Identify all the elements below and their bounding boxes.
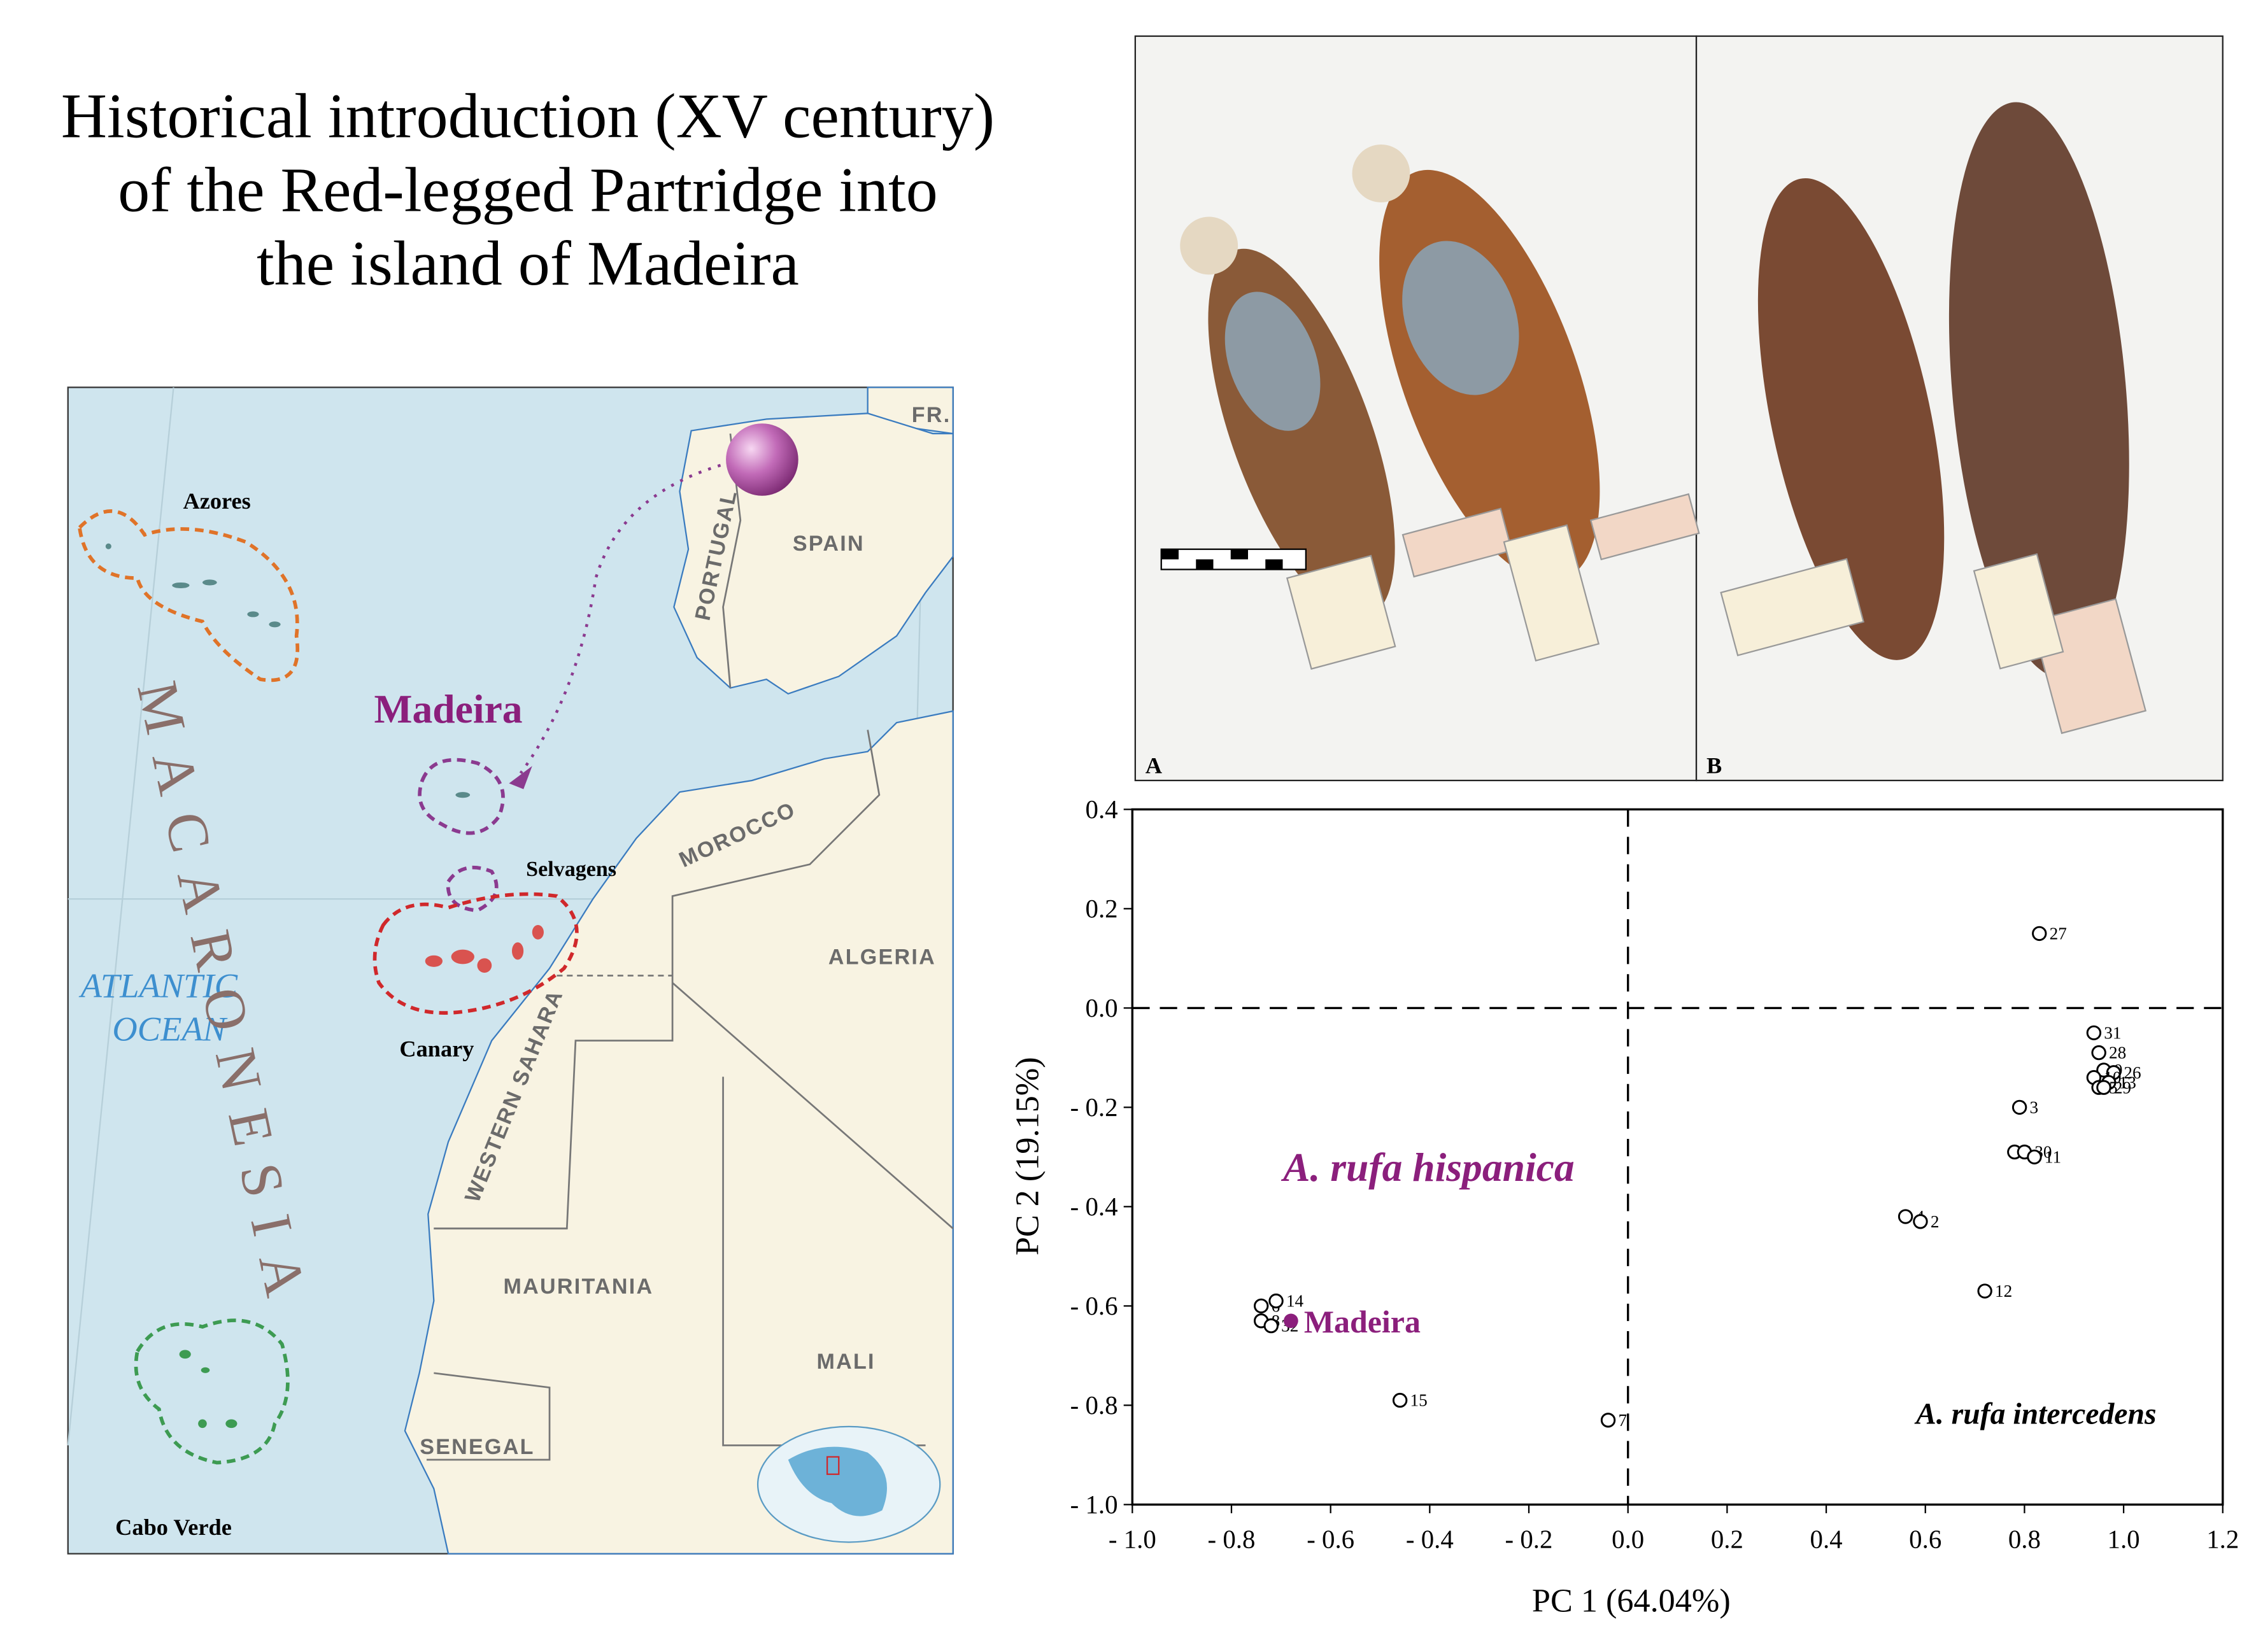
point: [1977, 1283, 1992, 1299]
point: [1392, 1392, 1408, 1408]
x-tick-label: - 0.2: [1505, 1525, 1553, 1554]
map-label: MAURITANIA: [504, 1274, 654, 1299]
point: [1898, 1209, 1913, 1224]
x-tick-label: - 0.6: [1307, 1525, 1354, 1554]
map: Azores FR. SPAIN PORTUGAL Madeira Selvag…: [67, 386, 954, 1555]
map-label: Madeira: [374, 686, 523, 731]
point-label: 7: [1618, 1411, 1627, 1430]
map-label: ATLANTIC: [79, 966, 238, 1005]
point: [1268, 1293, 1284, 1309]
y-tick-label: - 0.4: [1070, 1192, 1118, 1221]
bird: [1948, 102, 2129, 679]
x-tick-label: 1.2: [2206, 1525, 2239, 1554]
x-tick-label: 0.6: [1909, 1525, 1941, 1554]
map-label: Azores: [183, 488, 251, 514]
point: [2096, 1080, 2111, 1095]
point-label: 3: [2030, 1098, 2039, 1117]
land-france: [867, 386, 954, 435]
x-tick-label: - 0.8: [1208, 1525, 1256, 1554]
highlight-label: Madeira: [1304, 1304, 1421, 1339]
scatter-plot: PC 1 (64.04%) PC 2 (19.15%) A. rufa hisp…: [1009, 795, 2239, 1619]
bird: [1224, 292, 1321, 431]
point: [2086, 1025, 2102, 1041]
point-label: 28: [2109, 1043, 2126, 1063]
point-label: 29: [2114, 1078, 2131, 1097]
x-tick-label: 0.0: [1612, 1525, 1644, 1554]
panel-label: A: [1146, 753, 1162, 779]
map-label: FR.: [912, 403, 951, 427]
title: Historical introduction (XV century) of …: [61, 81, 995, 299]
annotation: A. rufa intercedens: [1914, 1397, 2156, 1430]
inset-box: [826, 1456, 840, 1475]
tags: [1286, 524, 2064, 670]
map-label: Selvagens: [526, 858, 616, 881]
route: [519, 461, 731, 774]
bird: [1402, 241, 1519, 395]
origin-marker: [726, 423, 798, 496]
y-tick-label: - 0.6: [1070, 1292, 1118, 1320]
map-label: Cabo Verde: [115, 1514, 232, 1540]
y-tick-label: - 0.8: [1070, 1391, 1118, 1420]
y-tick-label: 0.0: [1086, 994, 1118, 1022]
point-label: 26: [2124, 1063, 2141, 1082]
y-axis-label: PC 2 (19.15%): [1009, 1057, 1046, 1255]
y-tick-label: 0.4: [1086, 795, 1118, 824]
point: [2091, 1045, 2106, 1061]
x-tick-label: 0.4: [1810, 1525, 1843, 1554]
point-label: 14: [1286, 1292, 1304, 1311]
land-africa: [404, 710, 954, 1555]
point-label: 12: [1995, 1281, 2012, 1301]
point: [1263, 1318, 1279, 1334]
map-label: ALGERIA: [828, 945, 936, 969]
plot-frame: [1131, 808, 2224, 1506]
bird: [1757, 178, 1945, 660]
x-tick-label: - 0.4: [1406, 1525, 1454, 1554]
x-tick-label: 0.8: [2008, 1525, 2041, 1554]
point-label: 2: [1931, 1212, 1940, 1231]
annotation: A. rufa hispanica: [1281, 1145, 1575, 1190]
point: [2032, 926, 2047, 942]
islands: [105, 543, 544, 1429]
title-line: Historical introduction (XV century): [61, 81, 995, 152]
x-tick-label: 1.0: [2108, 1525, 2140, 1554]
title-line: the island of Madeira: [257, 228, 799, 299]
panel-label: B: [1706, 753, 1722, 779]
x-axis-label: PC 1 (64.04%): [1532, 1582, 1731, 1619]
inset-land: [788, 1446, 887, 1516]
archipelago-outlines: [77, 509, 579, 1465]
bird: [1352, 145, 1410, 202]
point-label: 31: [2104, 1023, 2121, 1042]
y-tick-label: 0.2: [1086, 894, 1118, 923]
point-label: 15: [1410, 1391, 1428, 1410]
map-label: SPAIN: [793, 532, 865, 556]
map-label: MALI: [816, 1350, 875, 1374]
photos: A B: [1134, 35, 2224, 782]
scale-ruler: [1160, 548, 1307, 570]
x-tick-label: 0.2: [1711, 1525, 1743, 1554]
point: [1253, 1298, 1269, 1314]
point: [1600, 1413, 1616, 1428]
map-label: Canary: [399, 1036, 474, 1062]
map-label: SENEGAL: [420, 1435, 535, 1459]
highlight-point: [1284, 1313, 1298, 1329]
y-tick-label: - 0.2: [1070, 1093, 1118, 1122]
y-tick-label: - 1.0: [1070, 1490, 1118, 1519]
x-tick-label: - 1.0: [1109, 1525, 1156, 1554]
point: [1913, 1214, 1928, 1229]
point: [2011, 1099, 2027, 1115]
point-label: 13: [2119, 1073, 2136, 1092]
route-arrow: [509, 766, 532, 789]
map-label: OCEAN: [112, 1010, 227, 1048]
tags: [1401, 493, 2147, 735]
title-line: of the Red-legged Partridge into: [118, 154, 938, 225]
bird: [1180, 216, 1238, 275]
point-label: 27: [2050, 924, 2067, 943]
point-label: 11: [2045, 1147, 2061, 1166]
point: [2027, 1149, 2042, 1165]
point-label: 5: [2109, 1078, 2118, 1097]
